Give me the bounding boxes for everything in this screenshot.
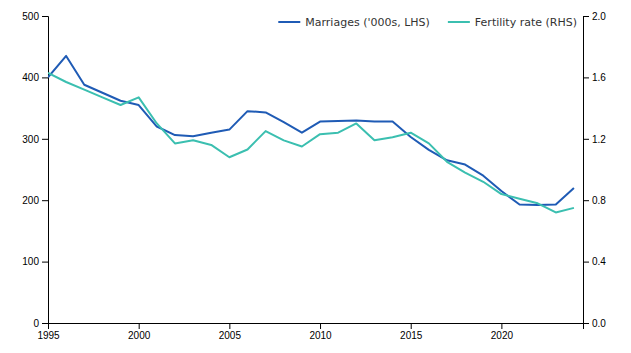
x-axis-tick: 1995 [37,323,60,341]
legend-label: Fertility rate (RHS) [475,16,577,29]
y-axis-tick-mark [42,262,48,263]
series-line [48,73,574,213]
x-axis-tick-mark [139,323,140,329]
chart: 1995 2000 2005 2010 2015 2020 0 100 200 300 400 500… [0,0,631,353]
y2-axis-tick: 0.4 [583,256,606,267]
y2-axis-tick-mark [583,323,589,324]
legend-item: Marriages ('000s, LHS) [278,16,430,29]
x-axis: 1995 2000 2005 2010 2015 2020 [37,323,583,341]
x-axis-tick: 2010 [309,323,332,341]
x-axis-line [49,324,584,330]
y-axis-tick: 500 [22,11,48,22]
x-axis-tick-label: 2015 [400,330,423,341]
y2-axis-tick-label: 2.0 [592,11,606,22]
y-axis-tick: 100 [22,256,48,267]
y2-axis-tick: 0.0 [583,318,606,329]
y-axis-tick: 0 [33,318,48,329]
y2-axis-tick: 2.0 [583,11,606,22]
y-axis-tick-label: 0 [33,318,39,329]
y-axis-tick-label: 500 [22,11,39,22]
y2-axis-tick-label: 0.0 [592,318,606,329]
x-axis-tick-label: 2000 [128,330,151,341]
y-axis-tick-label: 100 [22,256,39,267]
y-axis-tick-mark [42,16,48,17]
y2-axis-tick-mark [583,16,589,17]
x-axis-tick-label: 2010 [309,330,332,341]
x-axis-tick-mark [229,323,230,329]
series-group [48,56,574,213]
legend-swatch [448,21,470,23]
y-axis-tick-label: 300 [22,134,39,145]
y2-axis-tick-mark [583,139,589,140]
x-axis-tick: 2005 [219,323,242,341]
series-line [48,56,574,205]
y2-axis-tick-mark [583,77,589,78]
y2-axis-line [584,17,590,324]
y2-axis-tick-label: 1.6 [592,72,606,83]
x-axis-tick-mark [320,323,321,329]
x-axis-tick-label: 1995 [37,330,60,341]
y2-axis-tick-mark [583,262,589,263]
y2-axis-tick: 1.6 [583,72,606,83]
y2-axis-tick-label: 0.8 [592,195,606,206]
plot-area: 1995 2000 2005 2010 2015 2020 0 100 200 300 400 500… [22,11,606,341]
legend-item: Fertility rate (RHS) [448,16,577,29]
x-axis-tick-mark [501,323,502,329]
y-axis: 0 100 200 300 400 500 [22,11,48,329]
x-axis-tick: 2000 [128,323,151,341]
y2-axis-tick: 0.8 [583,195,606,206]
y-axis-tick-mark [42,139,48,140]
y-axis-tick-label: 200 [22,195,39,206]
x-axis-tick: 2020 [491,323,514,341]
y-axis-tick: 300 [22,134,48,145]
legend-label: Marriages ('000s, LHS) [305,16,430,29]
x-axis-tick-mark [411,323,412,329]
legend-swatch [278,21,300,23]
x-axis-tick-label: 2020 [491,330,514,341]
x-axis-tick-label: 2005 [219,330,242,341]
y-axis-tick: 400 [22,72,48,83]
y-axis-tick-mark [42,77,48,78]
y-axis-tick-mark [42,323,48,324]
y-axis-tick-label: 400 [22,72,39,83]
y2-axis-tick-label: 0.4 [592,256,606,267]
x-axis-tick: 2015 [400,323,423,341]
y-axis-tick: 200 [22,195,48,206]
y2-axis-tick: 1.2 [583,134,606,145]
y2-axis: 0.0 0.4 0.8 1.2 1.6 2.0 [583,11,606,329]
y2-axis-tick-label: 1.2 [592,134,606,145]
y-axis-line [42,17,49,324]
legend: Marriages ('000s, LHS) Fertility rate (RH… [278,16,577,29]
y-axis-tick-mark [42,200,48,201]
y2-axis-tick-mark [583,200,589,201]
